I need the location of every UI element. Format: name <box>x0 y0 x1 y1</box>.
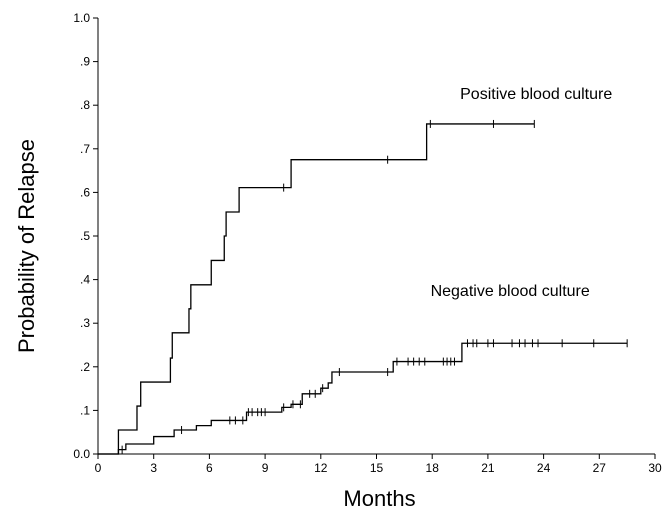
series-2: Negative blood culture <box>98 283 628 455</box>
x-tick-label: 3 <box>150 461 157 475</box>
y-tick-label: .3 <box>80 316 90 330</box>
series-layer: Positive blood culture Negative blood cul… <box>98 86 628 455</box>
x-ticks: 0 3 6 9 12 15 18 21 24 27 30 <box>95 454 662 475</box>
y-tick-label: .9 <box>80 55 90 69</box>
x-tick-label: 24 <box>537 461 551 475</box>
y-tick-label: 0.0 <box>73 447 90 461</box>
x-tick-label: 6 <box>206 461 213 475</box>
x-tick-label: 0 <box>95 461 102 475</box>
y-ticks: 0.0 .1 .2 .3 .4 .5 .6 .7 .8 .9 1.0 <box>73 11 98 461</box>
x-tick-label: 21 <box>481 461 495 475</box>
y-tick-label: .7 <box>80 142 90 156</box>
y-tick-label: .8 <box>80 98 90 112</box>
y-tick-label: .4 <box>80 273 90 287</box>
x-tick-label: 12 <box>314 461 328 475</box>
x-tick-label: 30 <box>648 461 662 475</box>
series-label: Negative blood culture <box>431 283 590 300</box>
series-line <box>98 342 628 455</box>
y-tick-label: .1 <box>80 403 90 417</box>
series-label: Positive blood culture <box>460 86 612 103</box>
x-tick-label: 18 <box>426 461 440 475</box>
x-tick-label: 15 <box>370 461 384 475</box>
series-line <box>98 123 535 455</box>
axes <box>97 18 655 455</box>
y-tick-label: .2 <box>80 360 90 374</box>
x-tick-label: 27 <box>593 461 607 475</box>
x-axis-label: Months <box>343 486 415 511</box>
y-axis-label: Probability of Relapse <box>14 139 39 353</box>
y-tick-label: 1.0 <box>73 11 90 25</box>
y-tick-label: .5 <box>80 229 90 243</box>
y-tick-label: .6 <box>80 185 90 199</box>
x-tick-label: 9 <box>262 461 269 475</box>
series-1: Positive blood culture <box>98 86 612 455</box>
